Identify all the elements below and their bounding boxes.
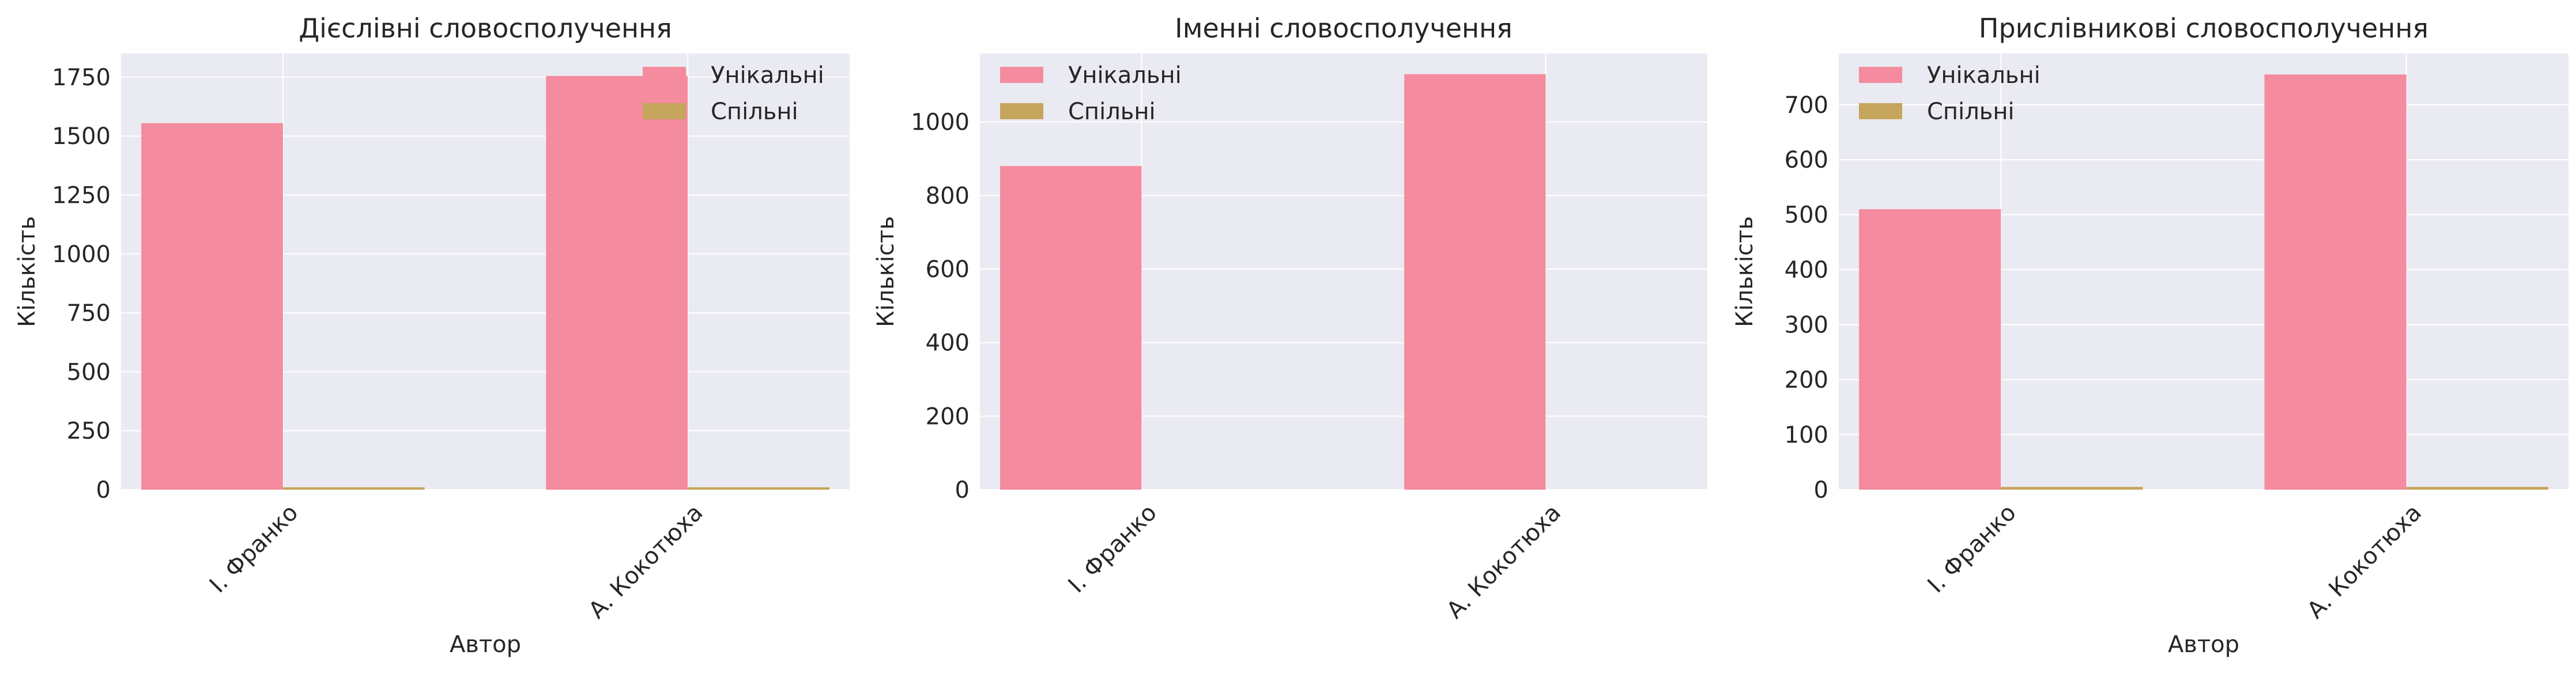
y-tick-label: 500 <box>1785 202 1828 229</box>
bar-shared-1 <box>2001 487 2143 490</box>
chart-title: Прислівникові словосполучення <box>1979 13 2428 44</box>
legend-label: Унікальні <box>1068 62 1182 89</box>
y-tick-label: 1500 <box>52 123 111 150</box>
legend-swatch <box>1000 67 1043 83</box>
x-axis-label: Автор <box>450 631 521 658</box>
bar-unique-2 <box>2264 74 2407 490</box>
y-tick-label: 750 <box>67 300 111 327</box>
y-axis-label: Кількість <box>14 216 40 327</box>
legend-swatch <box>1000 103 1043 119</box>
y-tick-label: 200 <box>1785 367 1828 393</box>
bar-shared-2 <box>2406 487 2548 490</box>
chart-title: Іменні словосполучення <box>1175 13 1513 44</box>
y-tick-label: 0 <box>955 477 970 503</box>
x-tick-label: І. Франко <box>1922 499 2021 598</box>
y-axis-label: Кількість <box>1732 216 1758 327</box>
legend-label: Спільні <box>1927 99 2015 125</box>
legend: Унікальні Спільні <box>643 62 824 125</box>
legend-swatch <box>643 103 686 119</box>
y-tick-label: 500 <box>67 359 111 385</box>
bar-unique-2 <box>546 75 688 490</box>
legend-swatch <box>1859 103 1902 119</box>
bar-unique-1 <box>1859 209 2001 490</box>
x-tick-label: А. Кокотюха <box>584 499 708 624</box>
bar-unique-1 <box>1000 166 1142 490</box>
chart-panel-3: 0 100 200 300 400 500 600 700 І. Франко А. Кокотю… <box>1732 13 2569 658</box>
y-tick-label: 0 <box>96 477 111 503</box>
legend: Унікальні Спільні <box>1859 62 2041 125</box>
x-tick-label: А. Кокотюха <box>2302 499 2427 624</box>
bar-unique-2 <box>1404 74 1546 490</box>
y-tick-label: 0 <box>1814 477 1828 503</box>
legend-label: Спільні <box>1068 99 1156 125</box>
x-tick-label: І. Франко <box>205 499 303 598</box>
legend-label: Спільні <box>711 99 798 125</box>
y-tick-label: 300 <box>1785 312 1828 339</box>
x-tick-label: І. Франко <box>1063 499 1162 598</box>
y-tick-label: 400 <box>1785 257 1828 283</box>
bar-shared-2 <box>688 487 829 490</box>
legend-label: Унікальні <box>1927 62 2041 89</box>
y-tick-label: 250 <box>67 418 111 445</box>
bar-unique-1 <box>141 123 283 490</box>
y-tick-label: 1250 <box>52 183 111 209</box>
chart-title: Дієслівні словосполучення <box>299 13 672 44</box>
legend-swatch <box>643 67 686 83</box>
legend-swatch <box>1859 67 1902 83</box>
y-tick-label: 600 <box>1785 147 1828 173</box>
legend-label: Унікальні <box>711 62 824 89</box>
x-axis-label: Автор <box>2168 631 2239 658</box>
y-tick-label: 400 <box>926 330 970 357</box>
chart-panel-2: 0 200 400 600 800 1000 І. Франко А. Кокотюха Іме… <box>873 13 1707 624</box>
x-tick-label: А. Кокотюха <box>1442 499 1566 624</box>
y-tick-label: 200 <box>926 403 970 430</box>
y-tick-label: 700 <box>1785 92 1828 119</box>
y-tick-label: 1000 <box>52 241 111 268</box>
y-tick-label: 100 <box>1785 422 1828 449</box>
chart-panel-1: 0 250 500 750 1000 1250 1500 1750 І. Франко А. Ко… <box>14 13 850 658</box>
y-tick-label: 600 <box>926 256 970 283</box>
y-tick-label: 1000 <box>911 109 970 136</box>
y-axis-label: Кількість <box>873 216 899 327</box>
y-tick-label: 800 <box>926 183 970 209</box>
y-tick-label: 1750 <box>52 65 111 91</box>
legend: Унікальні Спільні <box>1000 62 1182 125</box>
bar-shared-1 <box>282 487 425 490</box>
